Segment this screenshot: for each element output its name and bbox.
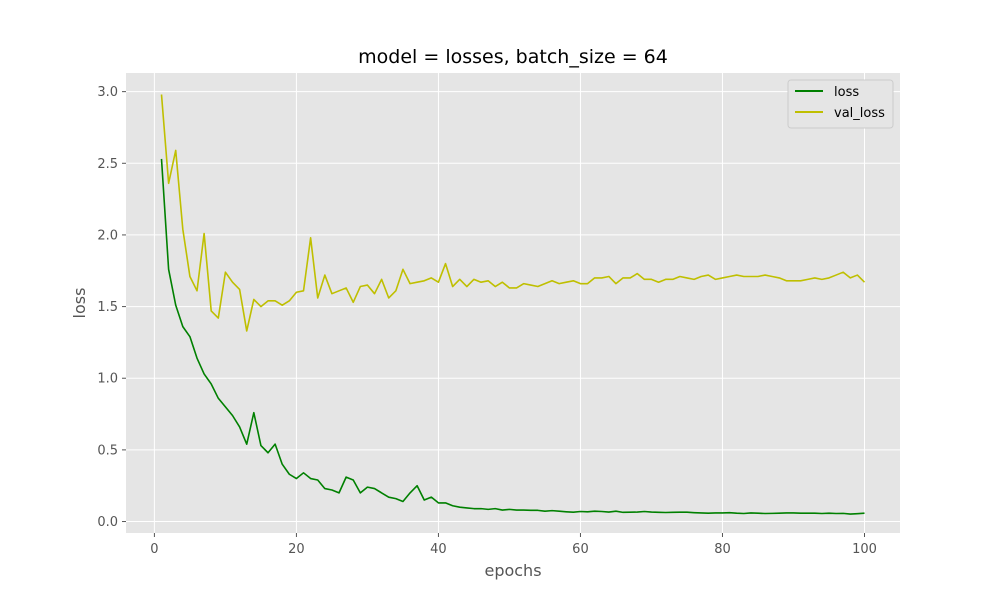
x-tick-label: 20 <box>288 542 305 557</box>
x-tick-label: 80 <box>714 542 731 557</box>
x-tick-label: 60 <box>572 542 589 557</box>
y-tick-label: 1.5 <box>97 300 118 315</box>
plot-background <box>126 73 900 533</box>
x-tick-label: 100 <box>852 542 877 557</box>
chart-title: model = losses, batch_size = 64 <box>358 46 668 68</box>
legend-label-loss: loss <box>834 85 859 100</box>
x-axis-ticks: 0 20 40 60 80 100 <box>150 533 877 557</box>
x-axis-label: epochs <box>484 561 541 580</box>
y-axis-label: loss <box>70 288 89 319</box>
x-tick-label: 0 <box>150 542 158 557</box>
y-tick-label: 2.0 <box>97 228 118 243</box>
series-layer <box>160 94 866 515</box>
y-tick-label: 3.0 <box>97 85 118 100</box>
series-line-val-loss <box>160 94 866 332</box>
legend: loss val_loss <box>787 79 894 129</box>
y-tick-label: 2.5 <box>97 157 118 172</box>
series-line-loss <box>160 158 865 515</box>
grid-lines <box>126 73 900 533</box>
x-tick-label: 40 <box>430 542 447 557</box>
y-axis-ticks: 0.0 0.5 1.0 1.5 2.0 2.5 3.0 <box>97 85 126 530</box>
y-tick-label: 1.0 <box>97 372 118 387</box>
y-tick-label: 0.5 <box>97 443 118 458</box>
legend-label-val-loss: val_loss <box>834 106 885 121</box>
y-tick-label: 0.0 <box>97 515 118 530</box>
